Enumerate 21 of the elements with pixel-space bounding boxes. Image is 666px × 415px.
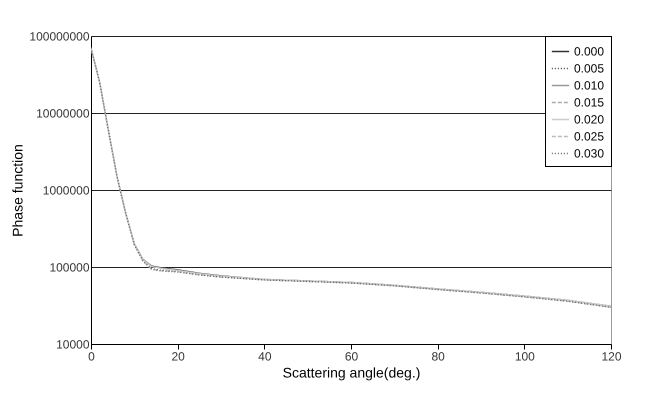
x-tick-label: 120: [601, 350, 622, 364]
y-tick-label: 100000000: [29, 30, 90, 44]
legend-label: 0.020: [574, 112, 604, 126]
y-axis-title: Phase function: [9, 144, 26, 237]
x-axis-title: Scattering angle(deg.): [282, 364, 420, 380]
y-tick-label: 1000000: [42, 184, 90, 198]
x-tick-label: 20: [171, 350, 186, 364]
x-tick-label: 100: [514, 350, 536, 364]
legend-label: 0.010: [574, 78, 604, 92]
legend-label: 0.025: [574, 130, 604, 144]
x-tick-label: 60: [344, 350, 358, 364]
y-tick-label: 10000: [56, 338, 90, 352]
y-tick-label: 100000: [49, 260, 90, 274]
y-tick-label: 10000000: [36, 106, 90, 120]
x-tick-label: 40: [258, 350, 272, 364]
legend-label: 0.000: [574, 44, 604, 58]
legend-label: 0.015: [574, 96, 604, 110]
x-tick-label: 80: [431, 350, 446, 364]
legend-label: 0.005: [574, 62, 604, 76]
x-tick-label: 0: [88, 350, 96, 364]
legend-label: 0.030: [574, 146, 604, 160]
